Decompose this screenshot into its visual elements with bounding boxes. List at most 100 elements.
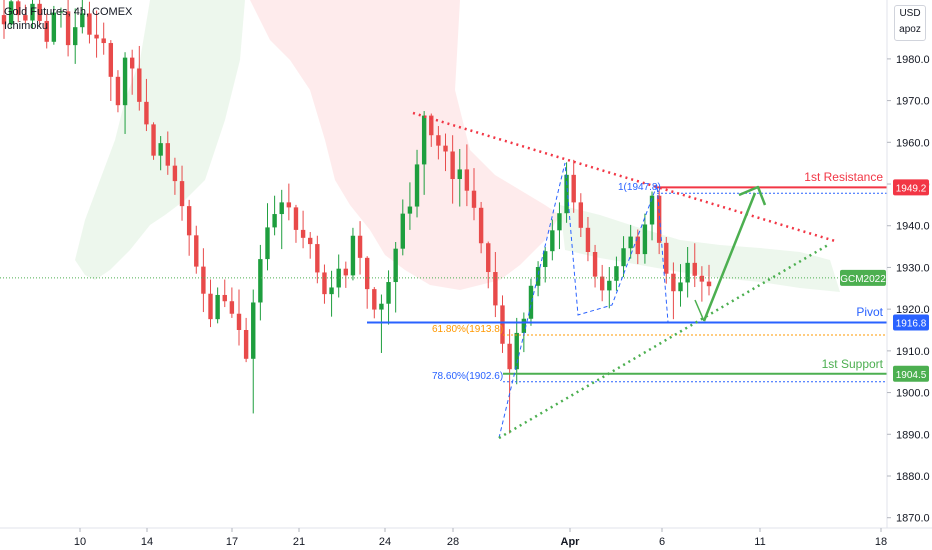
candle-body [585, 227, 591, 253]
candle-series [1, 0, 712, 434]
candle-body [101, 38, 106, 44]
candle-body [649, 195, 655, 225]
candle-body [656, 195, 662, 243]
candle-body [400, 213, 405, 249]
projection-arrow-tail [694, 299, 705, 322]
price-tick-label: 1980.0 [896, 54, 930, 66]
candle-body [421, 115, 427, 165]
candle-body [194, 235, 199, 267]
candle-body [73, 27, 78, 46]
candle-body [129, 57, 135, 69]
time-tick-label: 17 [226, 536, 238, 548]
time-tick-label: 11 [754, 536, 765, 548]
candle-body [706, 281, 712, 287]
support-label: 1st Support [822, 357, 884, 371]
candle-body [222, 294, 227, 302]
projection-arrow-shaft [702, 192, 757, 322]
currency-label: USD [899, 8, 921, 19]
candle-body [592, 252, 598, 277]
candle-body [343, 268, 349, 276]
candle-body [108, 43, 114, 77]
price-tick-label: 1960.0 [896, 137, 930, 149]
candle-body [329, 287, 334, 295]
time-axis[interactable]: 10 14 17 21 24 28 Apr 6 11 18 [74, 528, 887, 548]
candle-body [635, 236, 640, 255]
cloud-bearish-area [250, 0, 560, 290]
candle-body [543, 251, 548, 268]
candle-body [350, 235, 356, 276]
candle-body [279, 202, 284, 215]
candle-body [37, 3, 42, 21]
candle-body [564, 174, 569, 214]
currency-selector[interactable]: USD apoz [894, 5, 926, 41]
time-tick-label: 24 [379, 536, 391, 548]
candle-body [699, 275, 705, 282]
price-tick-label: 1890.0 [896, 429, 930, 441]
symbol-title[interactable]: Gold Futures, 4h, COMEX [4, 6, 133, 18]
candle-body [664, 242, 669, 274]
candle-body [186, 206, 192, 236]
candle-body [94, 34, 99, 39]
support-price-tag-text: 1904.5 [896, 370, 927, 381]
time-tick-label: 14 [141, 536, 153, 548]
candle-body [87, 13, 92, 35]
candle-body [528, 285, 534, 319]
fib-618-label: 61.80%(1913.8) [432, 324, 503, 335]
ichimoku-cloud [75, 0, 840, 292]
descending-trendline [412, 111, 836, 243]
candle-body [471, 190, 477, 208]
symbol-tag-text: GCM2022 [840, 274, 886, 285]
candle-body [514, 332, 519, 370]
candle-body [507, 343, 512, 370]
candle-body [578, 202, 584, 228]
time-tick-label: 10 [74, 536, 86, 548]
candle-body [535, 267, 541, 286]
fib-1-label: 1(1947.8) [618, 182, 661, 193]
candle-body [30, 3, 35, 21]
candle-body [80, 13, 85, 28]
candle-body [286, 202, 292, 208]
candle-body [158, 143, 163, 156]
candle-body [251, 302, 256, 359]
time-tick-label: 21 [293, 536, 305, 548]
candle-body [322, 272, 327, 295]
candle-body [621, 248, 626, 267]
candle-body [678, 282, 683, 292]
ascending-trendline [498, 243, 829, 440]
price-tick-label: 1970.0 [896, 96, 930, 108]
candle-body [386, 282, 391, 304]
candle-body [272, 214, 277, 228]
candle-body [65, 11, 71, 46]
candle-body [58, 11, 64, 13]
time-tick-label: Apr [561, 536, 581, 548]
symbol-tag-bg [840, 269, 886, 286]
price-tick-label: 1880.0 [896, 471, 930, 483]
candle-body [215, 294, 220, 320]
candle-body [628, 236, 633, 249]
candle-body [429, 115, 434, 136]
candle-body [478, 207, 484, 244]
cloud-forward-area [560, 205, 840, 292]
candle-body [521, 318, 527, 333]
indicator-title[interactable]: Ichimoku [4, 20, 49, 32]
candle-body [44, 20, 49, 42]
candle-body [258, 259, 263, 303]
resistance-price-tag-text: 1949.2 [896, 183, 927, 194]
candle-body [308, 237, 313, 245]
candle-body [229, 301, 235, 314]
price-tick-label: 1910.0 [896, 346, 930, 358]
candle-body [300, 229, 306, 238]
price-tick-label: 1940.0 [896, 221, 930, 233]
candle-body [51, 12, 57, 42]
candle-body [557, 213, 562, 231]
candle-body [151, 124, 156, 156]
candle-body [393, 248, 398, 283]
price-axis[interactable]: 1870.0 1880.0 1890.0 1900.0 1910.0 1920.0 1930… [887, 54, 930, 525]
annotation-labels: 1st Resistance Pivot 1st Support 1(1947.… [432, 170, 884, 382]
candle-body [571, 174, 576, 203]
resistance-label: 1st Resistance [804, 170, 883, 184]
candle-body [443, 145, 448, 152]
candle-body [364, 257, 370, 290]
